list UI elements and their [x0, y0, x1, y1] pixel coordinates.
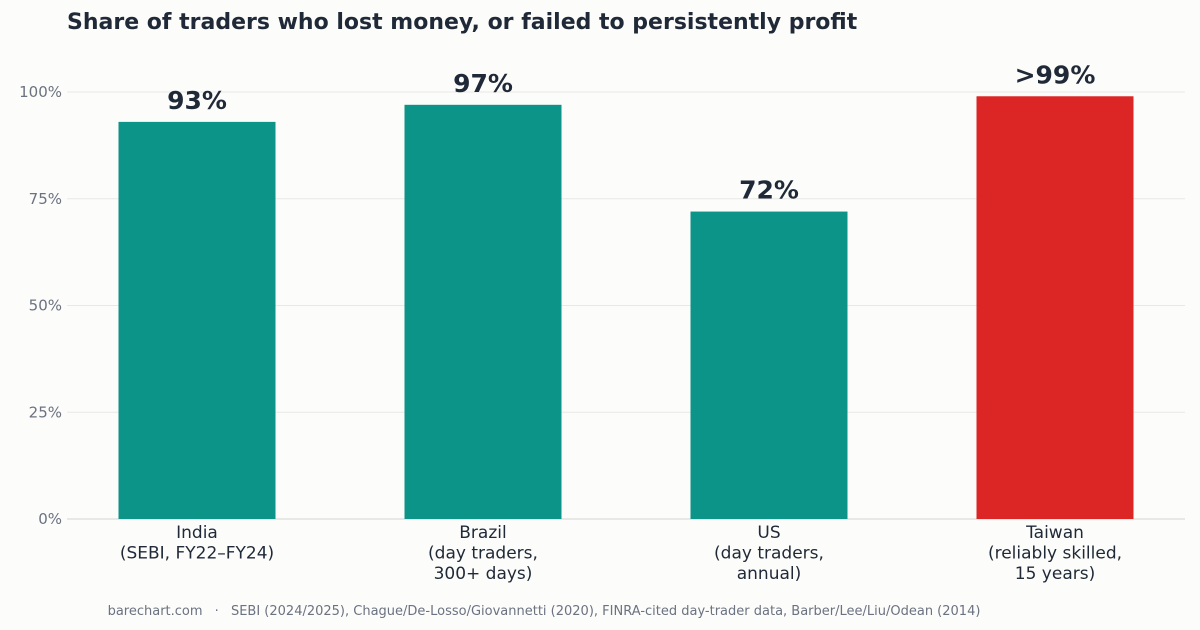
x-tick-label: US (day traders, annual) [714, 523, 824, 584]
x-tick-label-line: annual) [737, 564, 802, 584]
x-tick-label-line: 300+ days) [434, 564, 533, 584]
x-tick-label-line: 15 years) [1015, 564, 1095, 584]
y-tick-label: 50% [29, 297, 62, 315]
y-tick-label: 100% [19, 83, 62, 101]
chart-title: Share of traders who lost money, or fail… [67, 10, 858, 35]
x-tick-label-line: (SEBI, FY22–FY24) [120, 544, 274, 564]
x-tick-label-line: (day traders, [714, 544, 824, 564]
x-tick-label-line: Taiwan [1025, 523, 1084, 543]
bar [404, 104, 562, 519]
footer-sources: SEBI (2024/2025), Chague/De-Losso/Giovan… [230, 604, 981, 619]
footer: barechart.com · SEBI (2024/2025), Chague… [0, 604, 1088, 619]
bar [690, 211, 848, 519]
bar [118, 121, 276, 519]
y-tick-label: 25% [29, 403, 62, 421]
data-label: 97% [453, 69, 513, 98]
x-tick-label: Brazil (day traders, 300+ days) [428, 523, 538, 584]
x-tick-label-line: (day traders, [428, 544, 538, 564]
y-tick-label: 75% [29, 190, 62, 208]
x-tick-label-line: US [757, 523, 780, 543]
data-label: 72% [739, 176, 799, 205]
footer-site: barechart.com [107, 604, 203, 619]
x-tick-label-line: Brazil [459, 523, 506, 543]
y-tick-label: 0% [38, 510, 62, 528]
bar [976, 96, 1134, 520]
x-tick-label: Taiwan (reliably skilled, 15 years) [988, 523, 1122, 584]
data-label: 93% [167, 86, 227, 115]
x-tick-label: India (SEBI, FY22–FY24) [120, 523, 274, 564]
x-tick-label-line: (reliably skilled, [988, 544, 1122, 564]
data-label: >99% [1015, 60, 1096, 89]
footer-separator: · [214, 604, 219, 619]
x-tick-label-line: India [176, 523, 218, 543]
